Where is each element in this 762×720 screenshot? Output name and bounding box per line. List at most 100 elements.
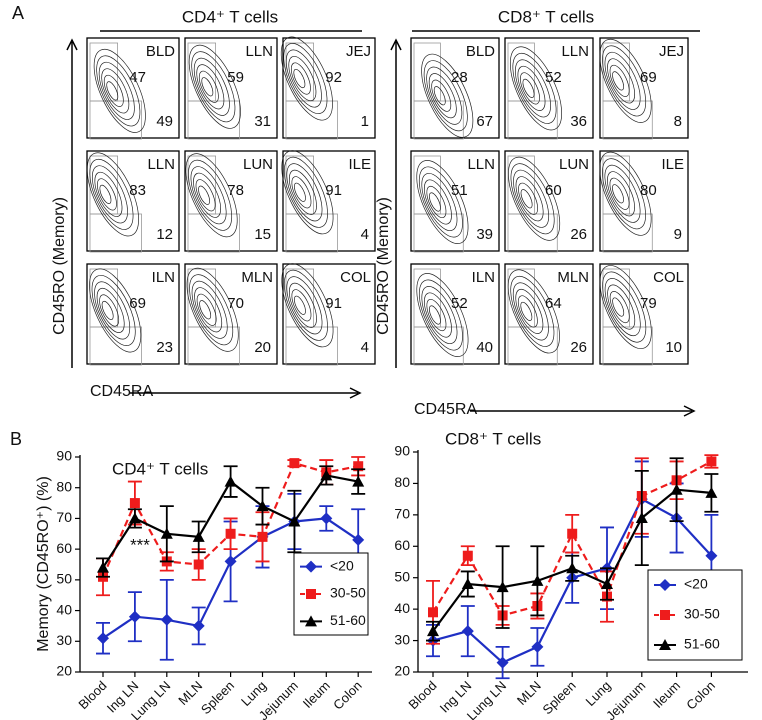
x-tick-label: Lung LN: [464, 678, 509, 720]
contour: [607, 171, 635, 217]
tissue-label: ILE: [348, 156, 371, 173]
contour: [602, 158, 646, 230]
memory-percent: 69: [129, 295, 146, 312]
y-tick-label: 70: [394, 506, 410, 522]
contour: [604, 278, 641, 337]
y-axis-title: Memory (CD45RO⁺) (%): [35, 476, 52, 652]
x-tick-label: Colon: [330, 678, 365, 713]
flow-plot: LUN 78 15: [184, 150, 278, 253]
contour: [103, 74, 124, 107]
contour: [518, 182, 539, 215]
contour: [193, 57, 230, 116]
contour: [515, 59, 551, 118]
tissue-label: LLN: [467, 156, 495, 173]
contour: [280, 36, 333, 121]
marker: [659, 639, 671, 650]
contour: [291, 289, 312, 322]
contour: [507, 269, 560, 354]
contour: [609, 64, 630, 97]
contour: [431, 79, 452, 112]
naive-gate: [285, 100, 338, 140]
memory-percent: 59: [227, 69, 244, 86]
contour: [416, 273, 469, 357]
naive-percent: 10: [665, 339, 682, 356]
contour: [189, 274, 234, 346]
contour: [191, 51, 236, 123]
marker: [225, 528, 236, 539]
x-tick-label: Spleen: [198, 678, 237, 717]
marker: [224, 555, 237, 568]
significance: ***: [130, 535, 150, 554]
naive-gate: [285, 213, 338, 253]
naive-gate: [602, 326, 653, 366]
marker: [531, 574, 544, 586]
memory-percent: 52: [451, 295, 468, 312]
y-tick-label: 60: [56, 540, 72, 556]
contour: [106, 81, 119, 101]
memory-percent: 91: [325, 182, 342, 199]
contour: [294, 295, 306, 315]
marker: [705, 549, 718, 562]
naive-percent: 40: [476, 339, 493, 356]
contour: [201, 77, 214, 97]
tissue-label: LUN: [559, 156, 589, 173]
plot-frame: [504, 37, 594, 139]
memory-percent: 28: [451, 69, 468, 86]
y-tick-label: 60: [394, 537, 410, 553]
marker: [320, 469, 333, 481]
arrow-head: [390, 38, 402, 51]
contour: [612, 71, 624, 91]
memory-percent: 51: [451, 182, 468, 199]
flow-plot: BLD 28 67: [410, 37, 500, 140]
contour: [602, 271, 647, 343]
naive-percent: 4: [361, 226, 369, 243]
plot-frame: [86, 263, 180, 365]
marker: [128, 512, 141, 524]
contour: [281, 150, 334, 235]
marker: [352, 533, 365, 546]
contour: [416, 160, 469, 244]
legend: <20 30-50 51-60: [647, 569, 743, 661]
marker: [531, 640, 544, 653]
contour: [604, 164, 641, 223]
contour: [89, 158, 134, 230]
group-title: CD8⁺ T cells: [498, 7, 594, 26]
contour: [609, 177, 630, 210]
contour: [520, 189, 533, 209]
marker: [461, 578, 474, 589]
marker: [320, 512, 333, 525]
marker: [257, 531, 268, 542]
naive-gate: [285, 326, 338, 366]
contour: [185, 153, 238, 238]
contour: [599, 265, 652, 349]
naive-percent: 31: [254, 113, 271, 130]
series-line: [432, 460, 712, 617]
contour: [612, 184, 624, 204]
contour: [515, 288, 544, 334]
contour: [186, 267, 239, 352]
y-axis-title: CD45RO (Memory): [375, 197, 392, 335]
marker: [670, 483, 683, 495]
marker: [660, 610, 670, 620]
y-tick-label: 20: [56, 663, 72, 679]
contour: [294, 182, 306, 202]
naive-gate: [602, 213, 653, 253]
contour: [86, 152, 139, 237]
y-tick-label: 20: [394, 663, 410, 679]
contour: [522, 78, 535, 98]
contour: [508, 156, 561, 241]
marker: [305, 560, 317, 573]
tissue-label: LLN: [147, 156, 175, 173]
tissue-label: JEJ: [659, 43, 684, 60]
contour: [418, 279, 463, 351]
marker: [462, 550, 473, 561]
y-axis-title: CD45RO (Memory): [51, 197, 68, 335]
naive-percent: 15: [254, 226, 271, 243]
contour: [288, 169, 317, 215]
flow-plot: COL 91 4: [281, 263, 376, 366]
contour: [423, 179, 452, 225]
y-tick-label: 40: [56, 601, 72, 617]
memory-percent: 64: [545, 295, 562, 312]
naive-gate: [89, 100, 142, 140]
